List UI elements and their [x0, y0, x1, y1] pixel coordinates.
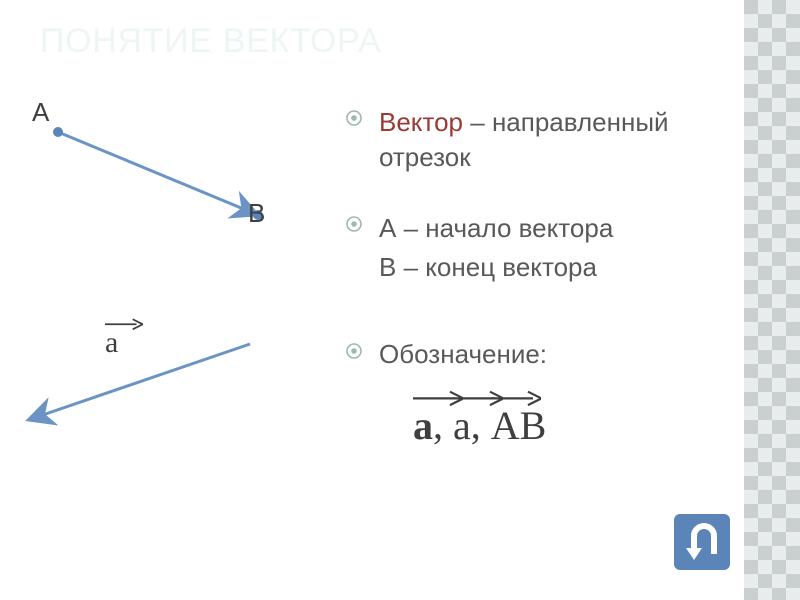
u-turn-icon [674, 514, 730, 570]
back-button[interactable] [674, 514, 730, 570]
bullet-marker-icon [345, 215, 363, 233]
vector-diagram [0, 0, 320, 460]
notation-ab: AB [491, 390, 547, 448]
bullet-item-start: А – начало вектора [345, 211, 735, 246]
notation-a: a [453, 390, 471, 448]
bullet-marker-icon [345, 109, 363, 127]
label-vector-a: a [105, 318, 118, 360]
bullet-marker-icon [345, 342, 363, 360]
sidebar-pattern-svg [744, 0, 800, 600]
notation-block: a , a , AB [345, 390, 735, 448]
sidebar-pattern [744, 0, 800, 600]
bullet-item-notation: Обозначение: [345, 337, 735, 372]
label-point-b: B [248, 198, 265, 229]
label-point-a: A [32, 97, 49, 128]
label-vector-a-symbol: a [105, 318, 118, 360]
bullet-item-vector-def: Вектор – направленный отрезок [345, 105, 735, 175]
term-vector: Вектор [379, 107, 463, 137]
overarrow-icon [105, 318, 143, 331]
definition-list: Вектор – направленный отрезок А – начало… [345, 105, 735, 449]
notation-a-bold: a [413, 390, 433, 448]
overarrow-icon [491, 390, 541, 407]
line-end: В – конец вектора [345, 250, 735, 285]
